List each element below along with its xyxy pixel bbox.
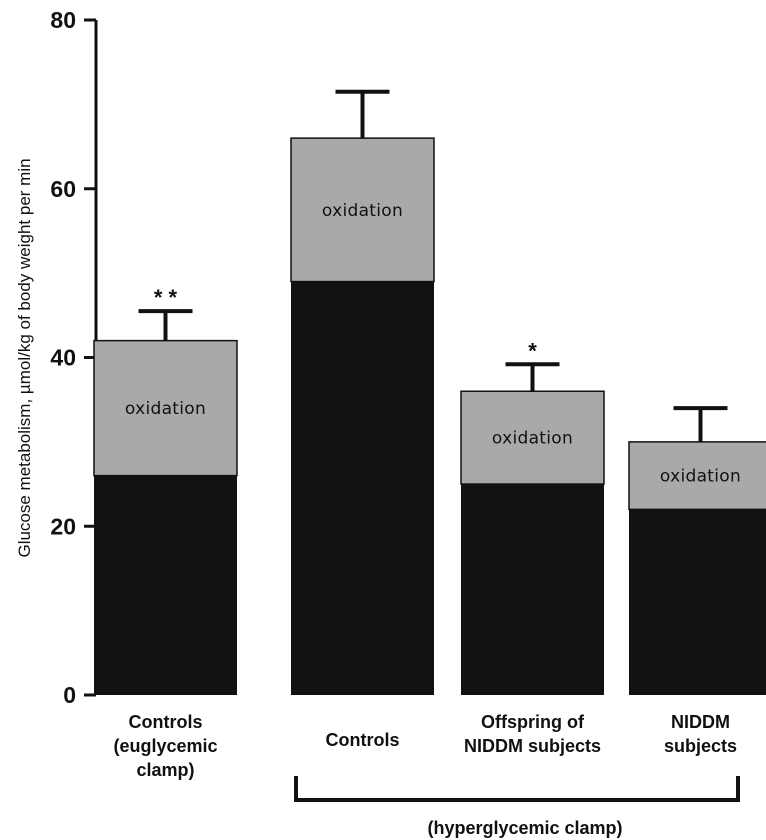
bar-base [94, 475, 237, 695]
category-label: subjects [664, 736, 737, 756]
y-tick-label: 0 [63, 682, 76, 708]
y-tick-label: 20 [50, 513, 76, 539]
category-label: Offspring of [481, 712, 585, 732]
category-label: clamp) [136, 760, 194, 780]
oxidation-label: oxidation [660, 467, 741, 487]
y-axis-label: Glucose metabolism, µmol/kg of body weig… [15, 158, 34, 557]
oxidation-label: oxidation [125, 399, 206, 419]
category-label: NIDDM subjects [464, 736, 601, 756]
group-bracket [294, 776, 740, 802]
significance-marker: * * [154, 285, 178, 310]
bar-base [291, 281, 434, 695]
y-tick-label: 60 [50, 176, 76, 202]
bar-oxidation [290, 137, 435, 283]
group-bracket-label: (hyperglycemic clamp) [427, 818, 622, 838]
bar-oxidation [460, 390, 605, 485]
bar-oxidation [93, 339, 238, 477]
axes: 0 20 40 60 80 [50, 7, 98, 708]
category-label: NIDDM [671, 712, 730, 732]
y-tick-label: 80 [50, 7, 76, 33]
category-label: Controls [326, 730, 400, 750]
category-label: (euglycemic [113, 736, 217, 756]
significance-marker: * [528, 338, 537, 363]
oxidation-label: oxidation [492, 429, 573, 449]
bar-base [461, 484, 604, 695]
oxidation-label: oxidation [322, 201, 403, 221]
bar-oxidation [628, 441, 766, 511]
category-label: Controls [129, 712, 203, 732]
bar-base [629, 509, 766, 695]
labels: oxidation * * Controls (euglycemic clamp) oxi… [113, 201, 741, 838]
y-tick-label: 40 [50, 345, 76, 371]
bars [93, 89, 766, 695]
